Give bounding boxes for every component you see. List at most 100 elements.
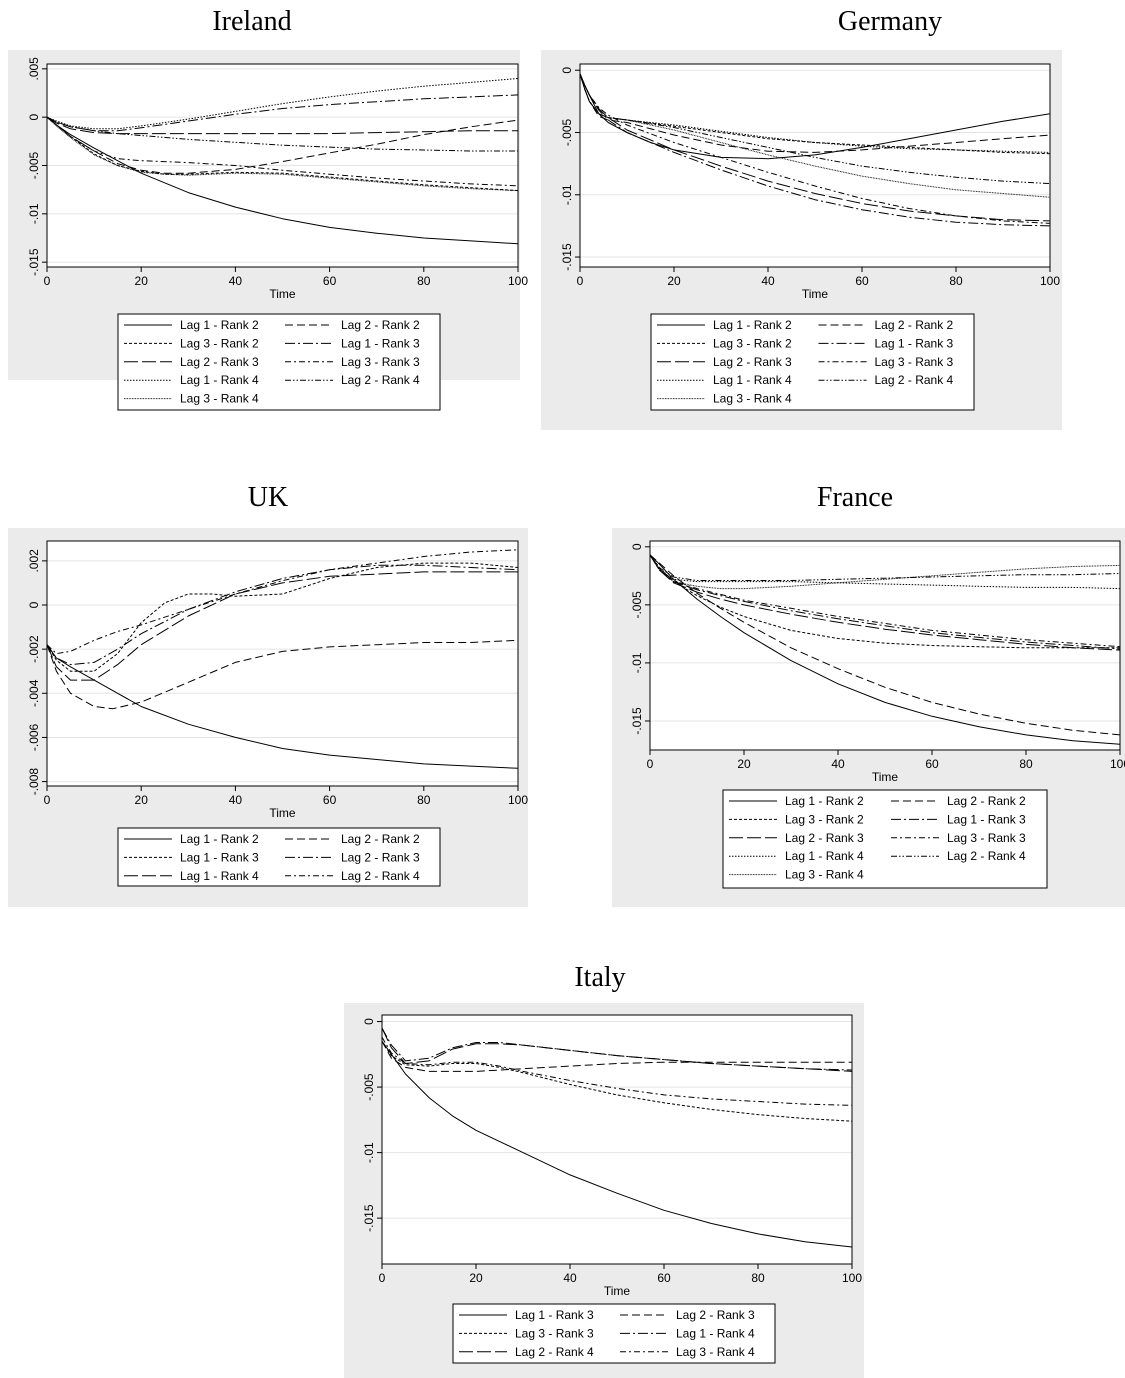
y-tick-label: 0 [27, 601, 41, 608]
x-tick-label: 60 [855, 274, 869, 288]
series-line-lag-2-rank-3 [46, 116, 518, 135]
series-line-lag-2-rank-3 [649, 554, 1121, 651]
legend-label: Lag 3 - Rank 3 [515, 1326, 594, 1340]
x-tick-label: 0 [44, 793, 51, 807]
y-tick-label: -.005 [630, 591, 644, 619]
x-tick-label: 100 [508, 793, 528, 807]
x-tick-label: 40 [229, 274, 243, 288]
legend-label: Lag 3 - Rank 4 [713, 392, 792, 406]
series-line-lag-1-rank-3 [381, 1040, 853, 1248]
legend-label: Lag 1 - Rank 3 [515, 1308, 594, 1322]
x-tick-label: 100 [1110, 757, 1125, 771]
series-line-lag-1-rank-3 [46, 562, 519, 672]
x-tick-label: 0 [647, 757, 654, 771]
y-tick-label: -.01 [630, 652, 644, 673]
plot-border [381, 1014, 853, 1265]
legend-label: Lag 2 - Rank 2 [947, 794, 1026, 808]
x-axis-title: Time [269, 806, 296, 820]
x-axis-title: Time [269, 287, 296, 301]
chart-title-uk: UK [247, 482, 289, 513]
legend-label: Lag 2 - Rank 3 [676, 1308, 755, 1322]
x-tick-label: 40 [563, 1271, 577, 1285]
legend-label: Lag 1 - Rank 4 [713, 373, 792, 387]
y-tick-label: -.01 [27, 203, 41, 224]
y-tick-label: -.015 [630, 707, 644, 735]
series-line-lag-3-rank-3 [579, 73, 1051, 224]
y-tick-label: 0 [630, 543, 644, 550]
y-tick-label: -.015 [560, 243, 574, 271]
x-tick-label: 80 [417, 274, 431, 288]
x-axis-title: Time [604, 1284, 631, 1298]
x-tick-label: 0 [379, 1271, 386, 1285]
series-line-lag-2-rank-4 [381, 1027, 853, 1072]
legend-label: Lag 2 - Rank 4 [341, 373, 420, 387]
plot-area [579, 63, 1051, 268]
x-tick-label: 20 [667, 274, 681, 288]
x-tick-label: 100 [508, 274, 528, 288]
chart-title-ireland: Ireland [212, 6, 292, 37]
y-tick-label: -.006 [27, 723, 41, 751]
series-line-lag-3-rank-4 [381, 1037, 853, 1106]
y-tick-label: -.008 [27, 768, 41, 796]
legend-label: Lag 3 - Rank 4 [676, 1345, 755, 1359]
legend-label: Lag 3 - Rank 4 [180, 392, 259, 406]
series-line-lag-1-rank-2 [579, 73, 1051, 160]
x-axis-title: Time [802, 287, 829, 301]
y-tick-label: -.002 [27, 635, 41, 663]
y-tick-label: -.01 [362, 1142, 376, 1163]
legend-label: Lag 3 - Rank 4 [785, 868, 864, 882]
y-tick-label: -.015 [362, 1204, 376, 1232]
legend-label: Lag 2 - Rank 3 [180, 355, 259, 369]
y-tick-label: -.01 [560, 184, 574, 205]
plot-border [579, 63, 1051, 268]
x-tick-label: 40 [761, 274, 775, 288]
x-tick-label: 0 [44, 274, 51, 288]
legend-label: Lag 1 - Rank 2 [180, 318, 259, 332]
x-tick-label: 20 [737, 757, 751, 771]
legend-label: Lag 3 - Rank 3 [875, 355, 954, 369]
series-line-lag-3-rank-4 [649, 554, 1121, 590]
legend-label: Lag 3 - Rank 3 [947, 831, 1026, 845]
x-tick-label: 80 [751, 1271, 765, 1285]
x-tick-label: 40 [229, 793, 243, 807]
y-tick-label: .005 [27, 57, 41, 81]
x-axis-title: Time [872, 770, 899, 784]
series-line-lag-2-rank-2 [579, 73, 1051, 153]
x-tick-label: 40 [831, 757, 845, 771]
series-line-lag-1-rank-4 [46, 571, 518, 681]
chart-title-italy: Italy [574, 962, 626, 993]
series-line-lag-2-rank-2 [649, 554, 1121, 736]
series-line-lag-2-rank-3 [381, 1040, 852, 1072]
x-tick-label: 60 [323, 274, 337, 288]
legend-label: Lag 1 - Rank 4 [180, 373, 259, 387]
legend-label: Lag 1 - Rank 2 [713, 318, 792, 332]
legend-label: Lag 3 - Rank 2 [785, 812, 864, 826]
legend-label: Lag 1 - Rank 4 [180, 869, 259, 883]
legend-label: Lag 2 - Rank 4 [875, 373, 954, 387]
series-line-lag-2-rank-2 [46, 116, 519, 174]
x-tick-label: 60 [925, 757, 939, 771]
series-line-lag-3-rank-3 [381, 1040, 853, 1122]
legend-label: Lag 1 - Rank 3 [875, 336, 954, 350]
legend-label: Lag 3 - Rank 3 [341, 355, 420, 369]
y-tick-label: 0 [27, 114, 41, 121]
series-line-lag-1-rank-3 [46, 94, 519, 132]
legend-label: Lag 2 - Rank 2 [341, 318, 420, 332]
series-line-lag-3-rank-4 [579, 73, 1051, 198]
series-line-lag-2-rank-2 [46, 639, 519, 710]
legend-label: Lag 2 - Rank 4 [947, 849, 1026, 863]
y-tick-label: -.004 [27, 679, 41, 707]
series-line-lag-2-rank-4 [649, 554, 1121, 581]
plot-area [46, 540, 519, 787]
y-tick-label: -.005 [560, 118, 574, 146]
series-line-lag-3-rank-4 [46, 116, 519, 192]
x-tick-label: 80 [417, 793, 431, 807]
y-tick-label: -.005 [362, 1073, 376, 1101]
chart-svg-france: 0 -.005 -.01 -.015 0 20 40 60 80 100 Time Lag 1 - R… [630, 540, 1125, 889]
series-line-lag-2-rank-4 [46, 116, 518, 152]
x-tick-label: 100 [842, 1271, 862, 1285]
y-tick-label: .002 [27, 549, 41, 573]
